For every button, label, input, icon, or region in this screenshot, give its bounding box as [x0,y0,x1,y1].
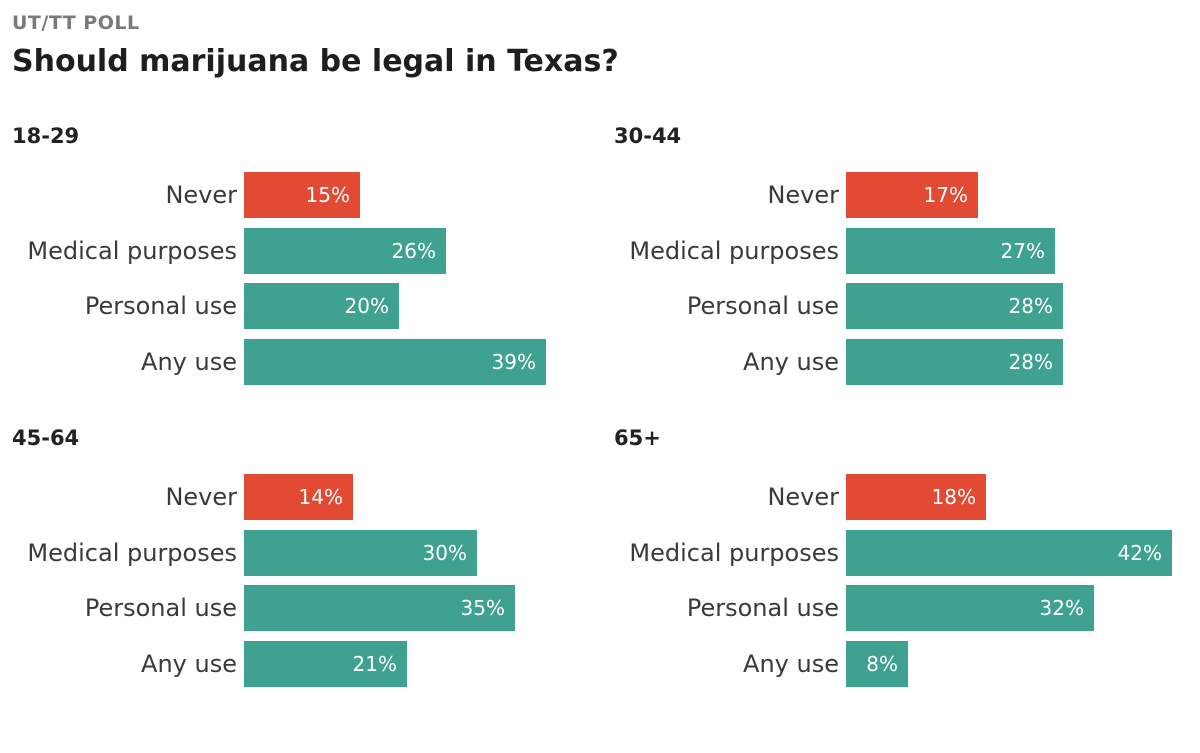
bar-row: Medical purposes 42% [614,529,1194,576]
age-group-panel: 45-64 Never 14% Medical purposes 30% Personal… [12,426,592,706]
bar [244,227,446,274]
panel-title: 65+ [614,426,661,450]
age-group-panel: 65+ Never 18% Medical purposes 42% Personal u… [614,426,1194,706]
bar-row: Medical purposes 30% [12,529,592,576]
value-label: 14% [298,485,343,509]
bar-row: Medical purposes 27% [614,227,1194,274]
bar-row: Never 14% [12,474,592,520]
value-label: 35% [460,596,505,620]
category-label: Never [165,181,237,209]
bar-row: Never 18% [614,474,1194,520]
chart-title: Should marijuana be legal in Texas? [12,44,619,79]
category-label: Medical purposes [629,236,839,265]
bar-row: Never 15% [12,172,592,218]
bar-row: Any use 28% [614,338,1194,385]
category-label: Never [767,483,839,511]
category-label: Personal use [686,594,839,622]
bar [846,338,1063,385]
bar-row: Any use 39% [12,338,592,385]
bar [846,474,986,520]
bar [846,640,908,687]
bar-row: Personal use 20% [12,283,592,329]
value-label: 28% [1008,349,1053,374]
bar-row: Personal use 32% [614,585,1194,631]
value-label: 32% [1039,596,1084,620]
bar [244,338,546,385]
value-label: 30% [422,540,467,565]
bar [244,640,407,687]
value-label: 42% [1117,540,1162,565]
bar [244,474,353,520]
value-label: 20% [344,294,389,318]
bar [244,585,515,631]
category-label: Never [165,483,237,511]
bar [846,283,1063,329]
bar-row: Medical purposes 26% [12,227,592,274]
bar-row: Any use 21% [12,640,592,687]
value-label: 8% [866,651,898,676]
bar [846,227,1055,274]
category-label: Personal use [84,594,237,622]
category-label: Any use [141,347,237,376]
value-label: 15% [305,183,350,207]
value-label: 18% [931,485,976,509]
value-label: 21% [352,651,397,676]
category-label: Medical purposes [27,538,237,567]
bar-row: Personal use 35% [12,585,592,631]
bar [244,529,477,576]
value-label: 27% [1000,238,1045,263]
bar [244,172,360,218]
bar-row: Personal use 28% [614,283,1194,329]
age-group-panel: 30-44 Never 17% Medical purposes 27% Personal… [614,124,1194,404]
category-label: Any use [141,649,237,678]
bar [846,172,978,218]
category-label: Never [767,181,839,209]
bar-row: Any use 8% [614,640,1194,687]
value-label: 39% [491,349,536,374]
value-label: 28% [1008,294,1053,318]
bar [846,529,1172,576]
age-group-panel: 18-29 Never 15% Medical purposes 26% Personal… [12,124,592,404]
value-label: 17% [923,183,968,207]
bar [244,283,399,329]
bar [846,585,1094,631]
category-label: Medical purposes [27,236,237,265]
category-label: Any use [743,649,839,678]
panel-title: 18-29 [12,124,80,148]
panel-title: 45-64 [12,426,80,450]
value-label: 26% [391,238,436,263]
poll-kicker: UT/TT POLL [12,12,140,34]
category-label: Medical purposes [629,538,839,567]
category-label: Any use [743,347,839,376]
bar-row: Never 17% [614,172,1194,218]
panel-title: 30-44 [614,124,682,148]
category-label: Personal use [686,292,839,320]
category-label: Personal use [84,292,237,320]
